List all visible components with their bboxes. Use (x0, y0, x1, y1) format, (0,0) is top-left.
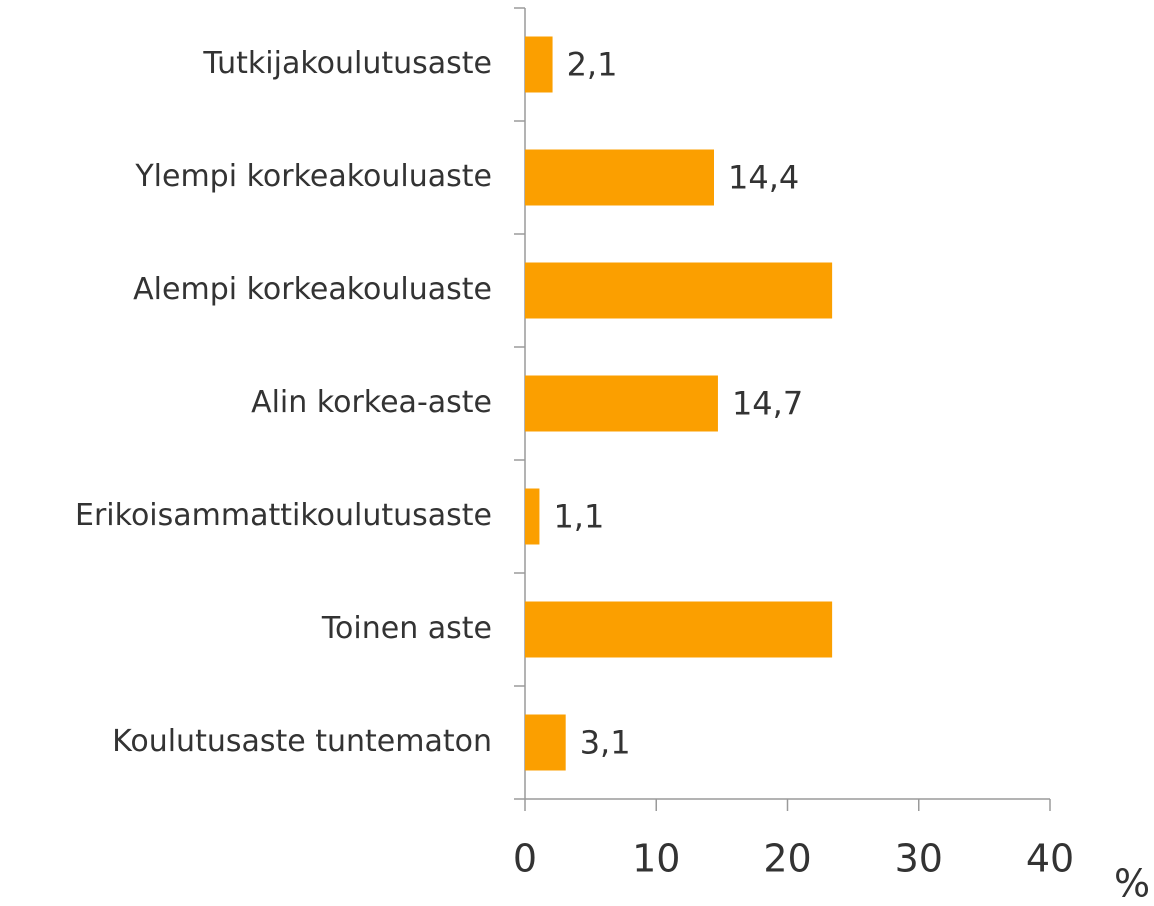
bar (525, 149, 714, 206)
value-label: 14,4 (728, 159, 799, 197)
bar (525, 262, 833, 319)
y-tick-label: Alin korkea-aste (251, 385, 492, 420)
y-tick-label: Tutkijakoulutusaste (202, 46, 492, 81)
value-label: 3,1 (580, 724, 631, 762)
value-label: 1,1 (553, 498, 604, 536)
x-tick-label: 20 (763, 837, 811, 881)
bar (525, 36, 553, 93)
bar (525, 601, 833, 658)
y-tick-label: Erikoisammattikoulutusaste (75, 498, 492, 533)
y-tick-label: Alempi korkeakouluaste (133, 272, 492, 307)
x-axis-label: % (1114, 862, 1150, 906)
bar (525, 488, 540, 545)
bar (525, 714, 566, 771)
x-tick-label: 0 (513, 837, 537, 881)
y-tick-label: Toinen aste (321, 611, 492, 646)
y-tick-label: Ylempi korkeakouluaste (134, 159, 492, 194)
value-label: 14,7 (732, 385, 803, 423)
x-tick-label: 30 (895, 837, 943, 881)
value-label: 2,1 (567, 46, 618, 84)
bar (525, 375, 718, 432)
x-tick-label: 10 (632, 837, 680, 881)
x-tick-label: 40 (1026, 837, 1074, 881)
y-tick-label: Koulutusaste tuntematon (112, 724, 492, 759)
